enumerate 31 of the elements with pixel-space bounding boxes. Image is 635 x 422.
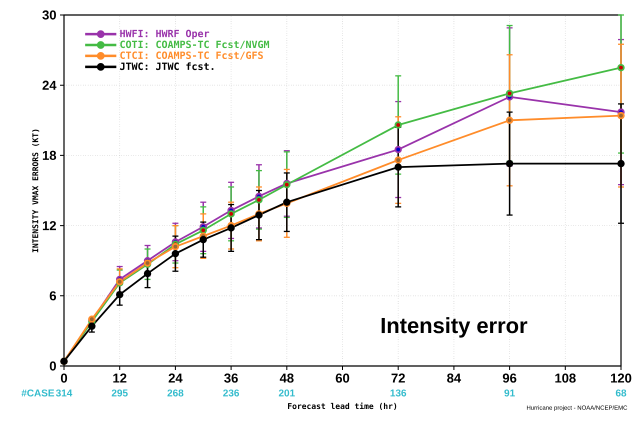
y-tick-label: 30: [42, 10, 56, 20]
x-tick-label: 72: [392, 374, 405, 383]
text: #CASE: [21, 389, 54, 396]
x-tick-label: 0: [60, 374, 68, 383]
text: 295: [112, 389, 128, 396]
text: 91: [504, 389, 515, 396]
text: 268: [167, 389, 184, 396]
text: 236: [223, 389, 240, 397]
x-tick-label: 84: [447, 374, 462, 383]
y-tick-label: 24: [42, 80, 56, 90]
y-tick-label: 6: [50, 291, 56, 300]
x-tick-label: 120: [611, 374, 632, 383]
x-tick-label: 60: [336, 374, 350, 383]
annotation: Intensity error: [382, 317, 528, 338]
y-tick-label: 18: [42, 150, 56, 160]
legend-label: CTCI: COAMPS-TC Fcst/GFS: [120, 51, 263, 60]
x-tick-label: 108: [555, 374, 576, 383]
y-tick-label: 0: [50, 361, 56, 371]
x-tick-label: 36: [224, 374, 238, 383]
x-tick-label: 12: [113, 374, 126, 383]
x-tick-label: 24: [168, 374, 183, 383]
text: 68: [616, 389, 626, 396]
legend-label: HWFI: HWRF Oper: [120, 30, 210, 40]
y-tick-label: 12: [42, 221, 56, 230]
legend-label: JTWC: JTWC fcst.: [120, 62, 214, 70]
text: 201: [278, 389, 295, 396]
x-tick-label: 96: [502, 374, 516, 383]
text: 314: [56, 389, 72, 397]
legend-label: COTI: COAMPS-TC Fcst/NVGM: [120, 40, 270, 49]
x-tick-label: 48: [280, 374, 294, 383]
text: 136: [390, 389, 406, 397]
